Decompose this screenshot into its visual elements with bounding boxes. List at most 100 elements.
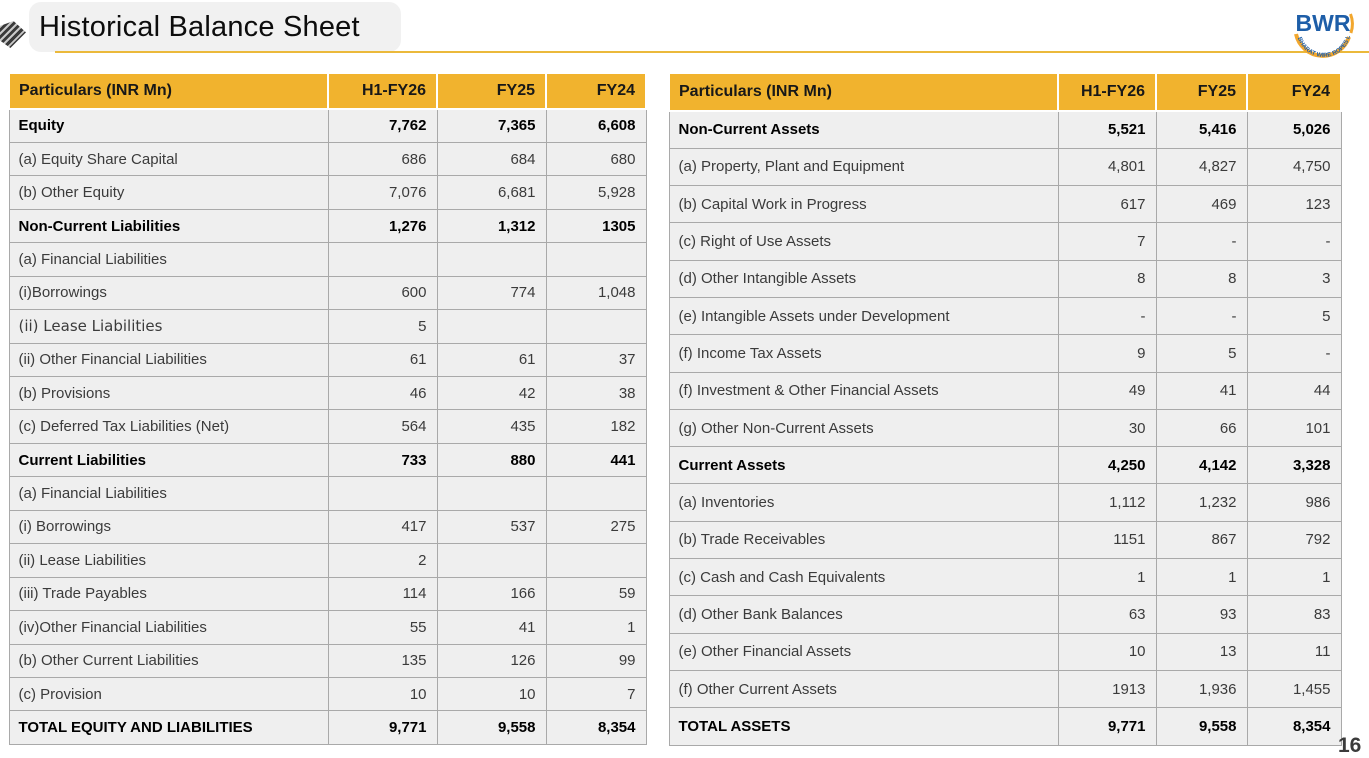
- row-value: 986: [1246, 483, 1342, 522]
- row-value: 3,328: [1246, 446, 1342, 485]
- row-label: (a) Financial Liabilities: [8, 242, 329, 277]
- column-header-fy24: FY24: [1246, 72, 1342, 112]
- row-value: 5,521: [1057, 110, 1157, 149]
- row-value: 9,771: [1057, 707, 1157, 746]
- row-value: 8,354: [545, 710, 647, 745]
- table-row: TOTAL EQUITY AND LIABILITIES 9,771 9,558 8,…: [8, 710, 647, 745]
- row-value: 774: [436, 275, 547, 311]
- row-value: 441: [545, 442, 647, 478]
- row-value: 126: [436, 643, 547, 678]
- row-value: 564: [327, 409, 438, 444]
- table-row: (e) Intangible Assets under Development -…: [668, 296, 1342, 336]
- table-row: (d) Other Intangible Assets 8 8 3: [668, 259, 1342, 298]
- title-box: Historical Balance Sheet: [29, 2, 401, 52]
- table-row: (ii) Lease Liabilities 2: [8, 543, 647, 578]
- row-value: [545, 476, 647, 511]
- table-row: (f) Investment & Other Financial Assets 4…: [668, 371, 1342, 410]
- row-value: 101: [1246, 408, 1342, 448]
- row-value: 93: [1155, 595, 1248, 634]
- row-value: 1,048: [545, 275, 647, 311]
- row-value: 7,076: [327, 175, 438, 210]
- table-header-row: Particulars (INR Mn) H1-FY26 FY25 FY24: [8, 72, 647, 110]
- row-value: 5: [327, 309, 438, 344]
- row-value: 8: [1155, 259, 1248, 298]
- page-number: 16: [1338, 734, 1362, 757]
- column-header-h1fy26: H1-FY26: [1057, 72, 1157, 112]
- row-value: 9,771: [327, 710, 438, 745]
- row-value: 37: [545, 342, 647, 378]
- row-value: 4,750: [1246, 147, 1342, 187]
- table-row: (a) Equity Share Capital 686 684 680: [8, 141, 647, 177]
- row-value: 46: [327, 375, 438, 411]
- row-value: [436, 476, 547, 511]
- row-value: 61: [327, 342, 438, 378]
- row-value: 6,608: [545, 108, 647, 143]
- row-value: 63: [1057, 595, 1157, 634]
- row-label: Non-Current Liabilities: [8, 208, 329, 244]
- row-label: (c) Provision: [8, 676, 329, 712]
- row-value: 6,681: [436, 175, 547, 210]
- row-value: 7: [1057, 222, 1157, 261]
- table-row: Current Assets 4,250 4,142 3,328: [668, 446, 1342, 485]
- row-label: Non-Current Assets: [668, 110, 1059, 149]
- assets-table: Particulars (INR Mn) H1-FY26 FY25 FY24 N…: [668, 72, 1342, 746]
- column-header-particulars: Particulars (INR Mn): [668, 72, 1059, 112]
- row-value: 1,276: [327, 208, 438, 244]
- table-row: (iv)Other Financial Liabilities 55 41 1: [8, 610, 647, 645]
- row-value: 59: [545, 576, 647, 612]
- row-value: 10: [436, 676, 547, 712]
- row-value: 469: [1155, 185, 1248, 224]
- table-row: (c) Right of Use Assets 7- -: [668, 222, 1342, 261]
- table-row: Equity 7,762 7,365 6,608: [8, 108, 647, 143]
- table-row: (d) Other Bank Balances 63 93 83: [668, 595, 1342, 634]
- title-underline: [55, 51, 1369, 53]
- row-value: 2: [327, 543, 438, 578]
- equity-liabilities-table: Particulars (INR Mn) H1-FY26 FY25 FY24 E…: [8, 72, 647, 745]
- logo-circle: [1295, 0, 1351, 56]
- row-value: 7: [545, 676, 647, 712]
- table-row: (iii) Trade Payables 114 166 59: [8, 576, 647, 612]
- row-label: (f) Income Tax Assets: [668, 334, 1059, 373]
- row-value: 166: [436, 576, 547, 612]
- table-row: (b) Other Current Liabilities 135 126 99: [8, 643, 647, 678]
- table-row: (c) Provision 10 10 7: [8, 676, 647, 712]
- row-value: 1: [1246, 558, 1342, 597]
- row-value: 30: [1057, 408, 1157, 448]
- row-value: 1: [545, 610, 647, 645]
- row-value: 1,936: [1155, 669, 1248, 709]
- row-value: 42: [436, 375, 547, 411]
- row-value: -: [1155, 296, 1248, 336]
- row-label: (b) Trade Receivables: [668, 520, 1059, 560]
- table-row: Current Liabilities 733 880 441: [8, 442, 647, 478]
- row-value: [436, 309, 547, 344]
- row-value: 792: [1246, 520, 1342, 560]
- row-value: 49: [1057, 371, 1157, 410]
- row-value: 10: [1057, 632, 1157, 671]
- table-row: TOTAL ASSETS 9,771 9,558 8,354: [668, 707, 1342, 746]
- row-value: 114: [327, 576, 438, 612]
- row-value: 66: [1155, 408, 1248, 448]
- row-value: 9: [1057, 334, 1157, 373]
- row-value: [436, 242, 547, 277]
- row-value: 537: [436, 509, 547, 545]
- row-value: 733: [327, 442, 438, 478]
- row-label: (ii) Lease Liabilities: [8, 309, 329, 344]
- table-row: (b) Other Equity 7,076 6,681 5,928: [8, 175, 647, 210]
- column-header-fy24: FY24: [545, 72, 647, 110]
- row-value: 1: [1057, 558, 1157, 597]
- row-value: 1,232: [1155, 483, 1248, 522]
- row-label: (iii) Trade Payables: [8, 576, 329, 612]
- row-value: 3: [1246, 259, 1342, 298]
- row-value: 8: [1057, 259, 1157, 298]
- row-value: 61: [436, 342, 547, 378]
- table-row: (g) Other Non-Current Assets 30 66 101: [668, 408, 1342, 448]
- row-value: 1151: [1057, 520, 1157, 560]
- row-value: 38: [545, 375, 647, 411]
- row-value: 7,762: [327, 108, 438, 143]
- row-label: (a) Inventories: [668, 483, 1059, 522]
- page-title: Historical Balance Sheet: [39, 10, 360, 43]
- logo-gold-arc: [1349, 13, 1354, 34]
- row-value: 684: [436, 141, 547, 177]
- row-label: (iv)Other Financial Liabilities: [8, 610, 329, 645]
- row-value: 275: [545, 509, 647, 545]
